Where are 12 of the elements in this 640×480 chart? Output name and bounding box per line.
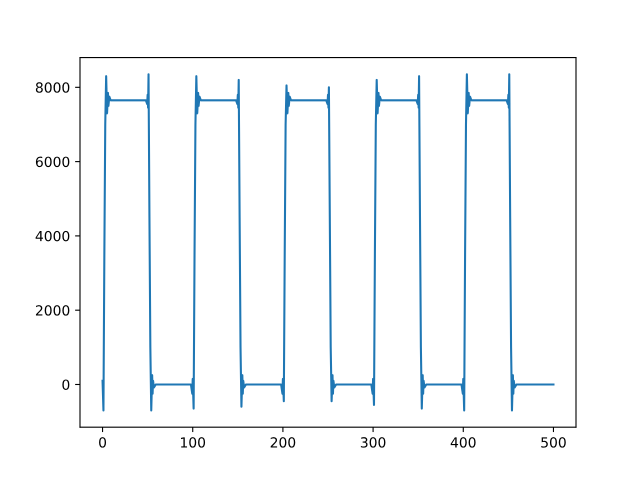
y-tick-label: 0 — [62, 379, 70, 390]
y-tick-label: 8000 — [36, 82, 70, 93]
x-tick-label: 200 — [270, 437, 296, 448]
x-tick-label: 100 — [181, 437, 206, 448]
y-tick-label: 4000 — [36, 230, 70, 242]
x-tick-label: 300 — [360, 437, 386, 448]
x-tick-label: 400 — [450, 437, 476, 448]
line-series — [102, 73, 554, 412]
x-tick-label: 0 — [99, 437, 106, 448]
y-tick-label: 2000 — [36, 305, 70, 316]
x-tick-label: 500 — [541, 437, 566, 448]
y-tick-label: 6000 — [36, 156, 70, 168]
